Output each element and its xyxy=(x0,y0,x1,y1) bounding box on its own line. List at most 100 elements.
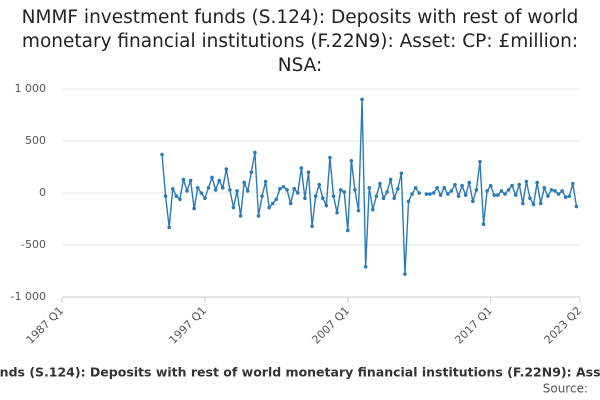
point xyxy=(506,188,511,192)
point xyxy=(228,188,232,192)
point xyxy=(199,191,204,195)
point xyxy=(385,190,389,194)
point xyxy=(367,186,372,190)
point xyxy=(174,194,179,198)
point xyxy=(463,193,468,197)
point xyxy=(220,186,225,190)
point xyxy=(571,181,575,186)
point xyxy=(563,195,568,199)
point xyxy=(460,183,464,188)
point xyxy=(503,192,507,196)
point xyxy=(195,186,200,190)
point xyxy=(178,197,182,202)
point xyxy=(238,214,243,218)
point xyxy=(413,186,418,190)
point xyxy=(235,189,239,193)
point xyxy=(188,178,193,183)
point xyxy=(560,189,564,193)
x-tick-label: 2017 Q1 xyxy=(452,304,495,347)
point xyxy=(324,203,329,208)
point xyxy=(274,197,279,202)
point xyxy=(453,182,457,187)
point xyxy=(374,194,379,198)
y-tick-label: 500 xyxy=(25,134,46,147)
point xyxy=(510,183,514,188)
point xyxy=(378,181,382,186)
point xyxy=(478,160,482,164)
point xyxy=(499,189,504,193)
point xyxy=(253,150,257,155)
point xyxy=(517,182,522,187)
point xyxy=(203,196,207,200)
point xyxy=(167,225,171,230)
point xyxy=(556,192,561,196)
point xyxy=(538,201,543,206)
point xyxy=(488,183,493,188)
point xyxy=(170,187,175,191)
point xyxy=(328,155,332,160)
point xyxy=(163,194,168,198)
point xyxy=(528,196,532,200)
point xyxy=(331,194,336,198)
point xyxy=(471,199,475,204)
point xyxy=(260,194,264,198)
source: Source: xyxy=(543,382,588,396)
point xyxy=(320,196,325,200)
point xyxy=(406,199,411,204)
y-tick-label: 1 000 xyxy=(15,82,47,95)
point xyxy=(342,190,347,194)
point xyxy=(396,187,400,191)
point xyxy=(245,189,250,193)
point xyxy=(213,188,218,192)
point xyxy=(531,202,536,207)
point xyxy=(281,184,286,189)
point xyxy=(335,210,339,215)
point xyxy=(224,167,229,171)
point xyxy=(546,194,550,198)
point xyxy=(535,180,539,185)
point xyxy=(481,222,486,226)
point xyxy=(249,170,254,174)
point xyxy=(521,201,525,206)
point xyxy=(467,180,472,185)
chart-title: NMMF investment funds (S.124): Deposits … xyxy=(21,7,579,76)
point xyxy=(553,189,557,193)
point xyxy=(356,208,361,213)
point xyxy=(353,188,357,192)
point xyxy=(192,206,196,211)
point xyxy=(513,193,518,197)
point xyxy=(392,196,397,200)
point xyxy=(417,191,422,195)
point xyxy=(446,192,450,196)
point xyxy=(345,228,350,233)
point xyxy=(338,188,343,192)
point xyxy=(292,187,297,191)
point xyxy=(306,170,311,174)
point xyxy=(381,196,386,200)
point xyxy=(231,205,236,210)
point xyxy=(206,186,211,190)
point xyxy=(524,179,529,184)
point xyxy=(267,205,272,210)
point xyxy=(410,192,414,196)
point xyxy=(295,191,300,195)
point xyxy=(299,166,304,170)
point xyxy=(160,152,164,157)
point xyxy=(256,214,261,218)
point xyxy=(542,186,547,190)
point xyxy=(438,193,443,197)
point xyxy=(185,189,189,193)
point xyxy=(431,191,436,195)
x-tick-label: 1987 Q1 xyxy=(24,304,67,347)
point xyxy=(496,193,500,197)
y-tick-label: 0 xyxy=(39,186,46,199)
point xyxy=(270,201,275,206)
point xyxy=(567,194,572,198)
point xyxy=(492,193,497,197)
point xyxy=(363,265,368,269)
point xyxy=(388,177,393,182)
point xyxy=(371,207,375,212)
point xyxy=(313,194,318,198)
